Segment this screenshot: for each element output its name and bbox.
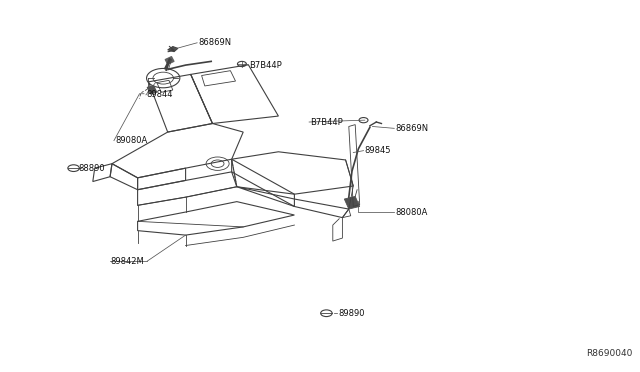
Polygon shape xyxy=(344,196,360,209)
Text: 89845: 89845 xyxy=(365,146,391,155)
Text: 86869N: 86869N xyxy=(396,124,429,133)
Text: 88080A: 88080A xyxy=(396,208,428,217)
Text: 89842M: 89842M xyxy=(110,257,144,266)
Text: 88890: 88890 xyxy=(78,164,105,173)
Text: 89080A: 89080A xyxy=(115,136,147,145)
Polygon shape xyxy=(168,46,178,52)
Text: 89844: 89844 xyxy=(146,90,172,99)
Text: 86869N: 86869N xyxy=(198,38,232,47)
Text: R8690040: R8690040 xyxy=(586,349,632,358)
Text: B7B44P: B7B44P xyxy=(250,61,282,70)
Polygon shape xyxy=(147,86,157,94)
Polygon shape xyxy=(165,57,174,64)
Text: 89890: 89890 xyxy=(338,309,364,318)
Text: B7B44P: B7B44P xyxy=(310,118,343,126)
